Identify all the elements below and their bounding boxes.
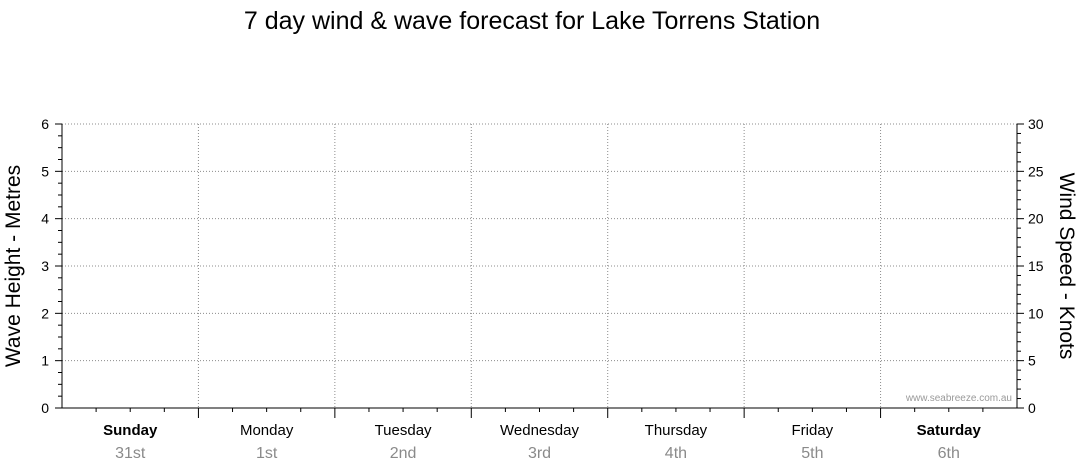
y2-tick-label: 0 xyxy=(1028,400,1036,416)
day-date-label: 1st xyxy=(256,445,278,462)
day-name-label: Wednesday xyxy=(500,422,579,439)
wave-height-axis: 0 1 2 3 4 5 6 xyxy=(41,116,62,416)
y-tick-label: 1 xyxy=(41,353,49,369)
y2-tick-label: 20 xyxy=(1028,211,1044,227)
y2-tick-label: 10 xyxy=(1028,305,1044,321)
day-date-label: 6th xyxy=(938,445,960,462)
y-tick-label: 3 xyxy=(41,258,49,274)
y-tick-label: 2 xyxy=(41,305,49,321)
y2-tick-label: 5 xyxy=(1028,353,1036,369)
y-tick-label: 0 xyxy=(41,400,49,416)
day-date-label: 3rd xyxy=(528,445,551,462)
day-date-label: 5th xyxy=(801,445,823,462)
grid-lines xyxy=(62,123,1017,408)
day-name-label: Thursday xyxy=(645,422,708,439)
y-tick-label: 6 xyxy=(41,116,49,132)
y-tick-label: 4 xyxy=(41,211,49,227)
axes xyxy=(61,124,1018,418)
day-date-label: 4th xyxy=(665,445,687,462)
day-date-label: 2nd xyxy=(390,445,417,462)
y2-tick-label: 15 xyxy=(1028,258,1044,274)
day-name-label: Friday xyxy=(792,422,834,439)
day-name-label: Tuesday xyxy=(375,422,432,439)
day-name-label: Saturday xyxy=(917,422,982,439)
y2-tick-label: 30 xyxy=(1028,116,1044,132)
day-name-label: Monday xyxy=(240,422,294,439)
day-name-label: Sunday xyxy=(103,422,158,439)
y2-axis-title: Wind Speed - Knots xyxy=(1055,173,1078,360)
y2-tick-label: 25 xyxy=(1028,163,1044,179)
y-tick-label: 5 xyxy=(41,163,49,179)
chart-title: 7 day wind & wave forecast for Lake Torr… xyxy=(244,7,820,35)
wind-speed-axis: 0 5 10 15 20 25 30 xyxy=(1017,116,1044,416)
day-labels: Sunday 31st Monday 1st Tuesday 2nd Wednesday 3r… xyxy=(103,422,981,462)
y-axis-title: Wave Height - Metres xyxy=(2,165,25,367)
watermark-text: www.seabreeze.com.au xyxy=(905,393,1012,404)
day-date-label: 31st xyxy=(115,445,146,462)
